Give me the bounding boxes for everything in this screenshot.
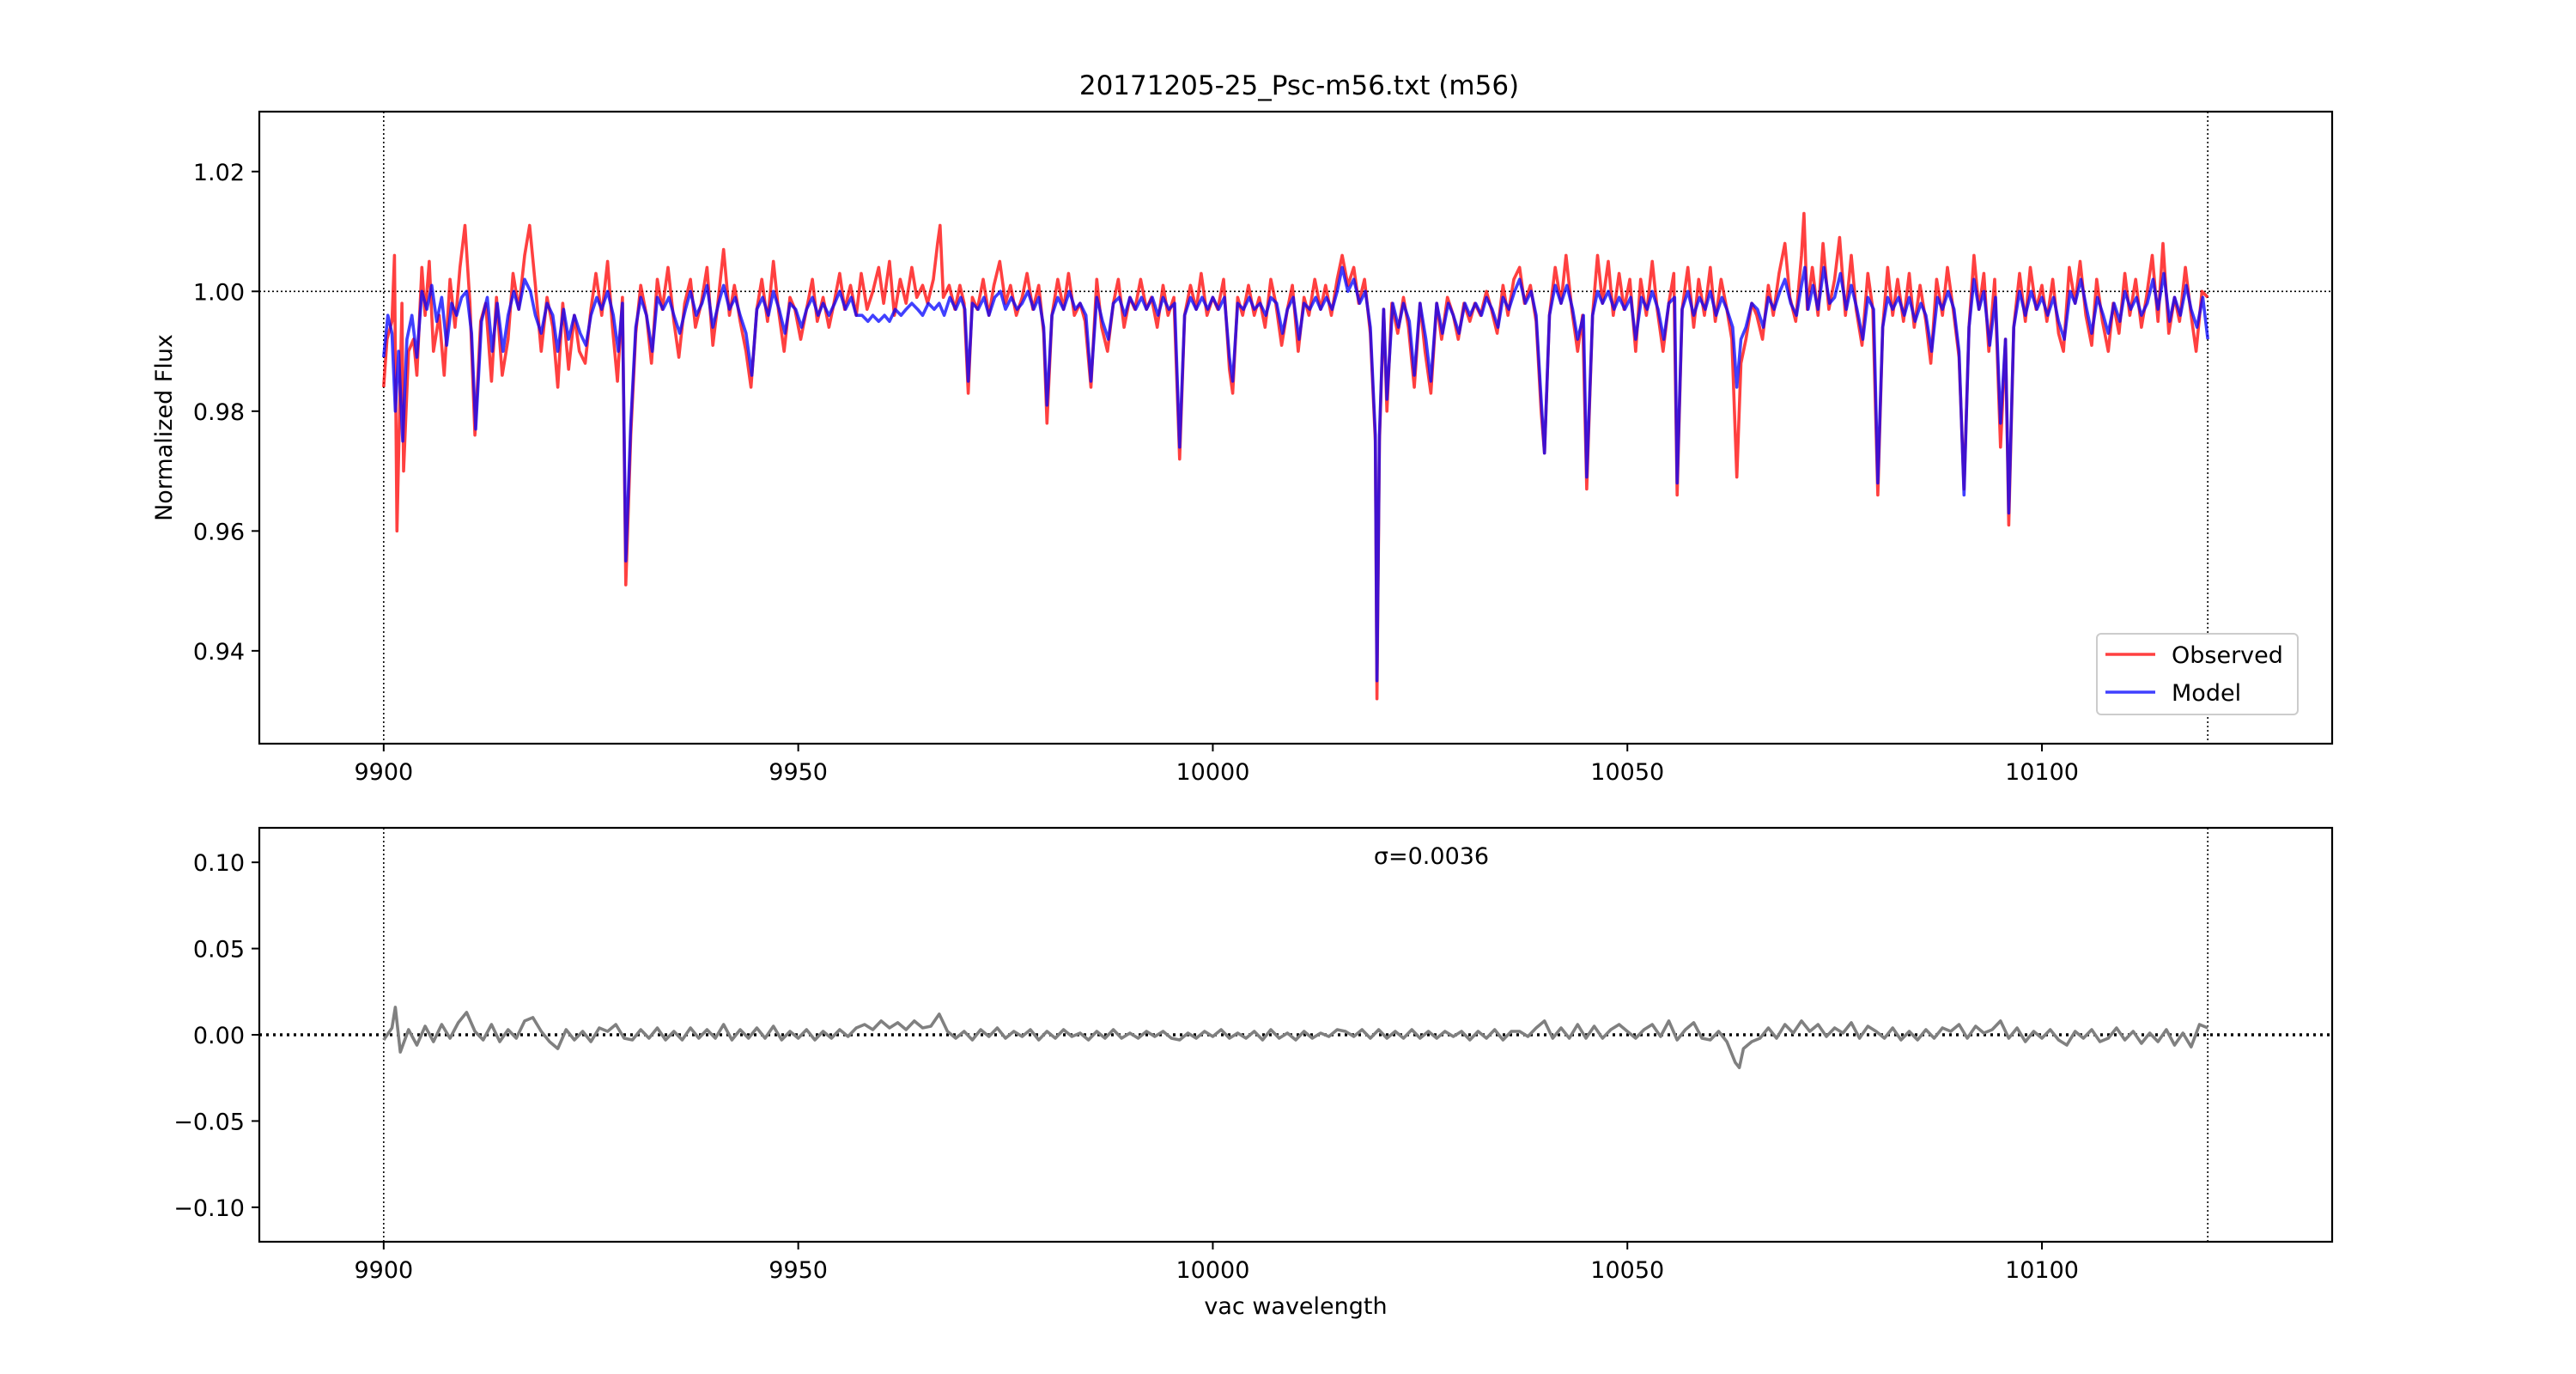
spectrum-y-tick-label: 1.02 bbox=[193, 160, 245, 186]
residual-y-tick-label: 0.05 bbox=[193, 937, 245, 964]
legend: Observed Model bbox=[2096, 633, 2299, 715]
residual-x-tick-label: 10050 bbox=[1590, 1257, 1664, 1284]
spectrum-y-tick-label: 0.96 bbox=[193, 519, 245, 545]
residual-panel: 9900 9950 10000 10050 10100 −0.10 −0.05 0.00 0.… bbox=[173, 826, 2334, 1320]
spectrum-y-tick-label: 0.94 bbox=[193, 639, 245, 666]
residual-y-tick-label: 0.00 bbox=[193, 1023, 245, 1049]
spectrum-axes-frame bbox=[258, 110, 2334, 745]
residual-x-ticks: 9900 9950 10000 10050 10100 bbox=[354, 1242, 2079, 1284]
spectrum-y-ticks: 0.94 0.96 0.98 1.00 1.02 bbox=[193, 160, 259, 666]
model-series-line bbox=[382, 265, 2209, 683]
residual-y-ticks: −0.10 −0.05 0.00 0.05 0.10 bbox=[173, 850, 259, 1222]
spectrum-x-tick-label: 10100 bbox=[2005, 759, 2079, 786]
sigma-annotation: σ=0.0036 bbox=[1374, 843, 1489, 870]
spectrum-x-tick-label: 9900 bbox=[354, 759, 413, 786]
residual-series-line bbox=[382, 1006, 2208, 1069]
residual-x-tick-label: 10000 bbox=[1176, 1257, 1249, 1284]
x-axis-label: vac wavelength bbox=[1204, 1293, 1387, 1320]
residual-y-tick-label: 0.10 bbox=[193, 850, 245, 877]
spectrum-panel: 20171205-25_Psc-m56.txt (m56) 9900 9950 10… bbox=[151, 70, 2334, 786]
residual-y-tick-label: −0.10 bbox=[173, 1195, 245, 1222]
residual-x-tick-label: 9900 bbox=[354, 1257, 413, 1284]
legend-observed-label: Observed bbox=[2172, 642, 2283, 669]
spectrum-x-ticks: 9900 9950 10000 10050 10100 bbox=[354, 744, 2079, 786]
residual-x-tick-label: 9950 bbox=[769, 1257, 828, 1284]
spectrum-y-tick-label: 0.98 bbox=[193, 399, 245, 426]
spectrum-x-tick-label: 10050 bbox=[1590, 759, 1664, 786]
spectrum-y-tick-label: 1.00 bbox=[193, 279, 245, 306]
residual-plot-area bbox=[259, 828, 2332, 1242]
spectrum-x-tick-label: 10000 bbox=[1176, 759, 1249, 786]
chart-title: 20171205-25_Psc-m56.txt (m56) bbox=[1079, 70, 1519, 101]
legend-model-label: Model bbox=[2172, 680, 2241, 707]
observed-series-line bbox=[382, 211, 2209, 701]
residual-x-tick-label: 10100 bbox=[2005, 1257, 2079, 1284]
spectrum-y-axis-label: Normalized Flux bbox=[151, 334, 178, 521]
spectrum-x-tick-label: 9950 bbox=[769, 759, 828, 786]
residual-y-tick-label: −0.05 bbox=[173, 1109, 245, 1135]
spectrum-plot-area bbox=[259, 112, 2332, 744]
